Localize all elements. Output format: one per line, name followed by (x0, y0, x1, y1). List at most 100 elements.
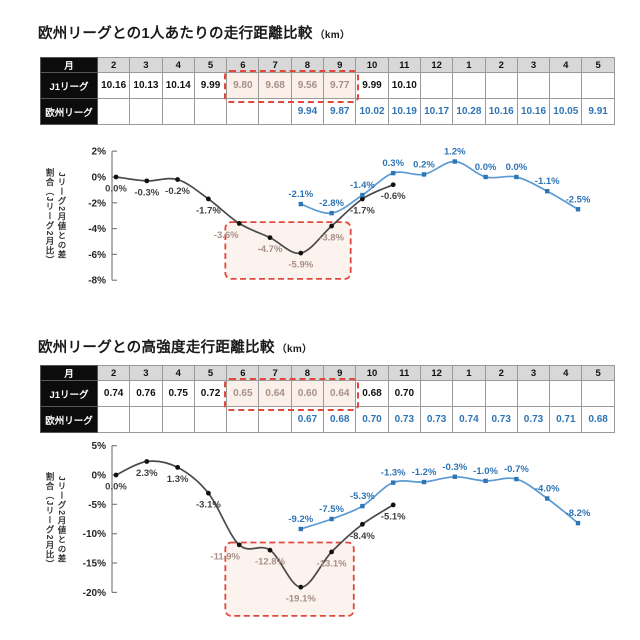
j1-league-line (115, 176, 395, 255)
table-cell (484, 72, 518, 99)
month-column-header: 6 (226, 57, 260, 73)
data-label: -5.1% (381, 511, 406, 522)
month-column-header: 5 (193, 57, 228, 73)
data-label: -0.6% (381, 191, 406, 202)
month-column-header: 11 (387, 57, 421, 73)
table-cell: 10.17 (419, 98, 454, 125)
month-column-header: 3 (516, 365, 551, 381)
table-row: 欧州リーグ 0.67 0.68 0.70 0.73 0.73 0.74 0.73 0.73 0.7… (40, 406, 615, 433)
table-cell: 0.64 (258, 380, 292, 407)
data-label: -0.7% (504, 464, 529, 475)
data-point-marker (175, 464, 181, 470)
y-axis-title-right: Jリーグ2月値との差 (57, 476, 67, 564)
table-cell: 0.68 (581, 406, 615, 433)
table-row: J1リーグ 0.74 0.76 0.75 0.72 0.65 0.64 0.60 0.64 0.6… (40, 380, 615, 407)
data-label: 0.0% (105, 482, 127, 493)
table-cell: 9.68 (258, 72, 292, 99)
data-point-marker (113, 472, 119, 478)
table-cell: 9.99 (193, 72, 228, 99)
table-cell: 10.13 (129, 72, 163, 99)
data-point-marker (175, 177, 181, 182)
data-label: -13.1% (317, 558, 348, 569)
month-column-header: 4 (161, 365, 195, 381)
month-column-header: 2 (96, 365, 131, 381)
month-column-header: 6 (226, 365, 260, 381)
table-cell (96, 406, 131, 433)
data-point-marker (360, 521, 365, 527)
month-column-header: 2 (96, 57, 131, 73)
y-axis-tick-label: -4% (88, 224, 106, 235)
table-cell: 9.94 (290, 98, 325, 125)
data-label: -8.4% (350, 531, 375, 542)
month-column-header: 10 (355, 365, 389, 381)
data-point-marker (452, 474, 457, 479)
data-point-marker (329, 516, 334, 522)
data-label: -1.7% (350, 205, 375, 216)
data-point-marker (483, 478, 488, 484)
table-cell (193, 406, 228, 433)
data-label: -11.9% (210, 551, 240, 562)
table-cell: 10.16 (484, 98, 518, 125)
table-cell: 10.16 (516, 98, 551, 125)
month-column-header: 8 (290, 365, 325, 381)
data-label: -4.7% (258, 244, 283, 255)
data-label: -8.2% (566, 508, 591, 519)
data-label: -0.2% (165, 186, 190, 197)
month-column-header: 2 (484, 57, 518, 73)
table-cell (193, 98, 228, 125)
data-label: -1.7% (196, 205, 221, 216)
y-axis-tick-label: 5% (92, 441, 107, 452)
data-label: -12.8% (255, 557, 286, 568)
y-axis-tick-label: 2% (92, 147, 107, 158)
row-label: J1リーグ (40, 380, 98, 407)
month-column-header: 9 (323, 57, 357, 73)
data-label: -0.3% (442, 462, 467, 473)
data-point-marker (329, 223, 334, 229)
row-label: 欧州リーグ (40, 98, 98, 125)
table-cell: 0.70 (387, 380, 421, 407)
running-distance-chart: 2% 0% -2% -4% -6% -8% 0.0% -0.3% -0.2% -1.7% -3.6%… (88, 147, 591, 287)
data-label: -2.8% (319, 198, 344, 209)
table-cell: 0.65 (226, 380, 260, 407)
y-axis-tick-label: 0% (92, 173, 107, 184)
data-point-marker (452, 159, 457, 164)
table-cell (419, 380, 454, 407)
month-column-header: 9 (323, 365, 357, 381)
data-label: 1.2% (444, 147, 466, 158)
table-cell (484, 380, 518, 407)
data-label: 0.0% (105, 184, 127, 195)
data-point-marker (206, 490, 211, 496)
month-column-header: 4 (549, 365, 583, 381)
table-row: 欧州リーグ 9.94 9.87 10.02 10.19 10.17 10.28 10.16 10… (40, 98, 615, 125)
month-column-header: 4 (549, 57, 583, 73)
data-label: -2.1% (288, 189, 313, 200)
table-cell: 10.10 (387, 72, 421, 99)
data-point-marker (236, 221, 242, 226)
data-point-marker (267, 547, 273, 553)
y-axis-title: Jリーグ2月値との差 割合（Jリーグ2月比） (42, 150, 68, 282)
table-cell: 0.76 (129, 380, 163, 407)
y-axis-tick-label: -20% (83, 588, 106, 599)
data-point-marker (360, 503, 365, 509)
month-column-header: 12 (419, 57, 454, 73)
high-intensity-table: 月 2 3 4 5 6 7 8 9 10 11 12 1 2 3 4 5 J1リーグ 0.74 0.76 0.75 0.7… (40, 365, 615, 433)
month-column-header: 3 (129, 57, 163, 73)
table-cell: 10.16 (96, 72, 131, 99)
table-cell (161, 406, 195, 433)
table-cell: 9.91 (581, 98, 615, 125)
high-intensity-chart: 5% 0% -5% -10% -15% -20% 0.0% 2.3% 1.3% -3.1% -11.… (83, 441, 591, 617)
month-column-header: 7 (258, 57, 292, 73)
table-cell: 0.71 (549, 406, 583, 433)
table-cell: 9.80 (226, 72, 260, 99)
section-title-high-intensity: 欧州リーグとの高強度走行距離比較 （km） (38, 336, 312, 357)
section-title-text: 欧州リーグとの高強度走行距離比較 (38, 340, 275, 356)
table-cell (96, 98, 131, 125)
data-point-marker (113, 174, 119, 180)
data-label: -5.3% (350, 491, 375, 502)
y-axis-tick-label: -8% (88, 276, 106, 287)
month-column-header: 8 (290, 57, 325, 73)
data-label: -2.5% (566, 194, 591, 205)
data-point-marker (483, 174, 488, 180)
data-label: -1.3% (381, 468, 406, 479)
data-label: -7.5% (319, 504, 344, 515)
